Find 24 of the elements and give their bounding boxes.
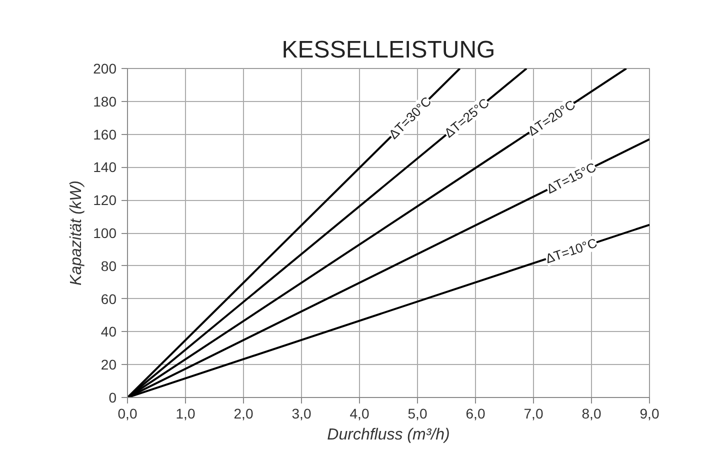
x-tick-label: 8,0 — [582, 406, 602, 422]
y-axis-title: Kapazität (kW) — [68, 180, 86, 286]
x-axis-title: Durchfluss (m³/h) — [327, 426, 450, 444]
x-tick-label: 9,0 — [640, 406, 660, 422]
y-tick-label: 20 — [100, 356, 117, 373]
y-tick-label: 200 — [93, 60, 117, 76]
y-tick-label: 140 — [93, 159, 117, 176]
y-tick-label: 180 — [93, 93, 117, 110]
x-tick-label: 5,0 — [408, 406, 428, 422]
chart-title: KESSELLEISTUNG — [282, 36, 496, 64]
y-tick-label: 160 — [93, 126, 117, 142]
x-tick-label: 0,0 — [118, 406, 138, 422]
x-tick-label: 1,0 — [176, 406, 196, 422]
y-tick-label: 40 — [100, 324, 117, 340]
x-tick-label: 3,0 — [292, 406, 312, 422]
y-tick-label: 0 — [108, 390, 117, 406]
x-tick-label: 6,0 — [466, 406, 486, 422]
y-tick-label: 60 — [100, 290, 117, 307]
y-tick-label: 100 — [93, 225, 117, 241]
y-tick-label: 80 — [100, 258, 117, 274]
x-tick-label: 4,0 — [350, 406, 370, 422]
y-tick-label: 120 — [93, 192, 117, 208]
x-tick-label: 7,0 — [524, 406, 544, 422]
x-tick-label: 2,0 — [234, 406, 254, 422]
